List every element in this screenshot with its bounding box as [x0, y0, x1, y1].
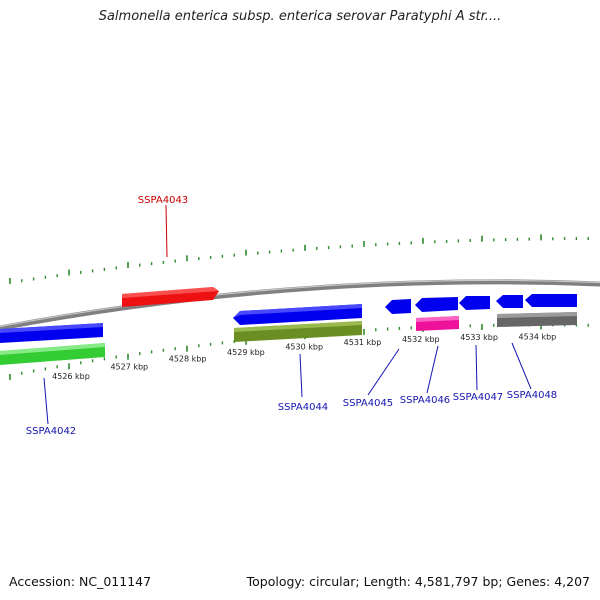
position-label: 4530 kbp — [285, 342, 323, 351]
gene-label-sspa4048[interactable]: SSPA4048 — [507, 390, 557, 401]
feature-olive[interactable] — [234, 321, 362, 342]
genome-backbone — [0, 279, 600, 331]
gene-sspa4043-leader — [165, 204, 168, 258]
position-label: 4532 kbp — [402, 335, 440, 344]
genome-title: Salmonella enterica subsp. enterica sero… — [98, 9, 502, 24]
gene-sspa4045[interactable] — [367, 299, 411, 396]
gene-label-sspa4044[interactable]: SSPA4044 — [278, 402, 328, 413]
gene-label-sspa4045[interactable]: SSPA4045 — [343, 398, 393, 409]
position-label: 4528 kbp — [169, 355, 207, 364]
gene-sspa4047[interactable] — [459, 296, 490, 391]
gene-sspa4046-leader — [426, 345, 439, 394]
gene-sspa4048-leader — [511, 342, 532, 390]
gene-sspa4043[interactable] — [122, 204, 219, 307]
gene-label-sspa4042[interactable]: SSPA4042 — [26, 426, 76, 437]
topology-summary: Topology: circular; Length: 4,581,797 bp… — [246, 574, 590, 589]
feature-green[interactable] — [0, 343, 105, 365]
genome-backbone-highlight — [0, 279, 600, 328]
position-label: 4527 kbp — [110, 363, 148, 372]
gene-label-sspa4046[interactable]: SSPA4046 — [400, 395, 450, 406]
position-label: 4526 kbp — [52, 372, 90, 381]
accession-text: Accession: NC_011147 — [9, 574, 152, 589]
position-label: 4531 kbp — [344, 338, 382, 347]
gene-sspa4047-leader — [475, 344, 478, 391]
gene-sspa4045-leader — [367, 348, 400, 396]
gene-sspa4044[interactable] — [233, 304, 362, 398]
gene-sspa4044-leader — [299, 353, 303, 398]
gene-label-sspa4047[interactable]: SSPA4047 — [453, 392, 503, 403]
gene-label-sspa4043[interactable]: SSPA4043 — [138, 195, 188, 206]
position-label: 4533 kbp — [460, 333, 498, 342]
feature-gray[interactable] — [497, 312, 577, 327]
outer-tick-track — [9, 234, 589, 284]
position-label-track: 4526 kbp 4527 kbp 4528 kbp 4529 kbp 4530 kbp… — [52, 332, 556, 381]
gene-sspa4046[interactable] — [415, 297, 458, 394]
gene-sspa4042-leader — [43, 377, 49, 425]
feature-magenta[interactable] — [416, 316, 459, 331]
gene-sspa4042[interactable] — [0, 323, 103, 425]
gene-sspa4048[interactable] — [496, 294, 577, 390]
position-label: 4529 kbp — [227, 348, 265, 357]
position-label: 4534 kbp — [519, 332, 557, 341]
